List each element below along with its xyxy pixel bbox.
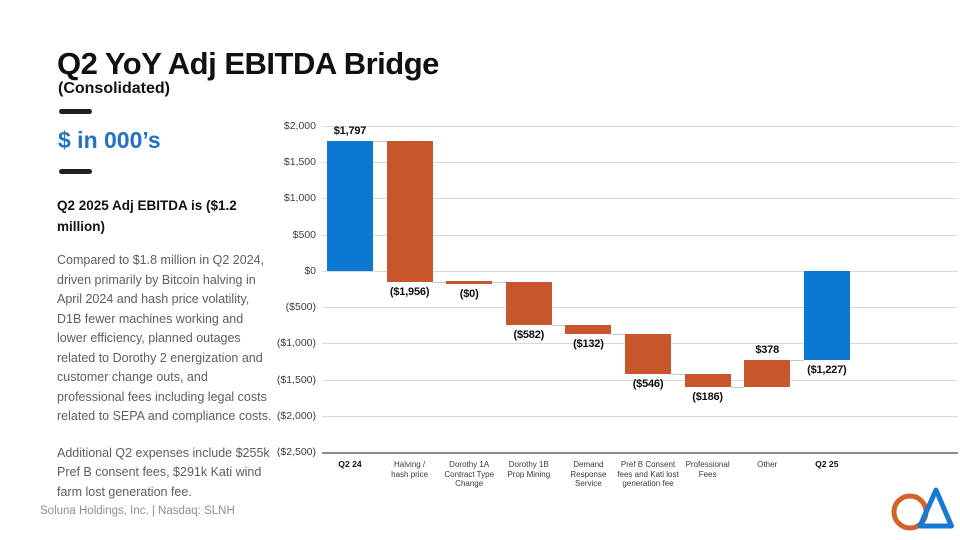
y-axis-tick-label: $500 <box>292 228 316 241</box>
y-axis-tick-label: $1,500 <box>283 156 316 169</box>
waterfall-connector <box>730 387 745 389</box>
x-axis-label: Pref B Consent fees and Kati lost genera… <box>617 460 679 488</box>
y-axis-tick-label: $0 <box>304 264 316 277</box>
body-paragraph-1: Compared to $1.8 million in Q2 2024, dri… <box>57 253 272 423</box>
waterfall-connector <box>790 359 804 361</box>
bar-value-label: ($0) <box>459 287 479 300</box>
y-axis-tick-label: ($2,000) <box>276 409 316 422</box>
x-axis-label: Q2 24 <box>338 459 362 469</box>
body-paragraph-2: Additional Q2 expenses include $255k Pre… <box>57 445 270 499</box>
waterfall-bar-2 <box>446 281 493 284</box>
x-axis-label: Dorothy 1A Contract Type Change <box>444 460 495 488</box>
x-axis-label: Other <box>757 460 778 469</box>
waterfall-bar-5 <box>625 334 671 374</box>
gridline <box>322 270 958 272</box>
waterfall-bar-4 <box>565 324 612 335</box>
x-axis-label: Q2 25 <box>815 459 839 469</box>
gridline <box>322 198 958 200</box>
gridline <box>322 452 958 454</box>
gridline <box>322 234 958 236</box>
gridline <box>322 379 958 381</box>
footer-text: Soluna Holdings, Inc. | Nasdaq: SLNH <box>40 505 235 517</box>
waterfall-connector <box>551 324 566 326</box>
left-text-panel: Q2 YoY Adj EBITDA Bridge (Consolidated) … <box>57 48 439 502</box>
y-axis-tick-label: ($2,500) <box>276 446 316 458</box>
waterfall-bar-0 <box>327 140 373 271</box>
gridline <box>322 415 958 417</box>
y-axis-tick-label: ($500) <box>285 301 316 314</box>
waterfall-connector <box>492 282 506 284</box>
gridline <box>322 126 958 127</box>
bar-value-label: ($1,227) <box>807 363 847 376</box>
gridline <box>322 307 958 309</box>
waterfall-connector <box>611 334 625 336</box>
callout-heading: Q2 2025 Adj EBITDA is ($1.2 million) <box>57 198 237 234</box>
x-axis-label: Demand Response Service <box>570 460 607 488</box>
bar-value-label: ($1,956) <box>389 286 430 299</box>
units-divider <box>59 169 92 174</box>
page-subtitle: (Consolidated) <box>58 80 170 97</box>
bar-value-label: ($546) <box>632 377 664 390</box>
x-axis-label: Dorothy 1B Prop Mining <box>507 460 551 479</box>
waterfall-connector <box>671 373 685 375</box>
bar-value-label: ($186) <box>692 391 723 404</box>
page-title: Q2 YoY Adj EBITDA Bridge <box>57 46 439 81</box>
y-axis-tick-label: $2,000 <box>283 120 316 132</box>
y-axis-tick-label: ($1,500) <box>276 373 316 386</box>
waterfall-connector <box>373 140 387 142</box>
bar-value-label: ($582) <box>513 328 545 341</box>
soluna-logo-icon <box>891 487 954 531</box>
x-axis-label: Halving / hash price <box>391 460 429 479</box>
waterfall-bar-3 <box>505 282 552 325</box>
gridline <box>322 162 958 164</box>
bar-value-label: $1,797 <box>333 124 367 137</box>
y-axis-tick-label: $1,000 <box>283 192 316 205</box>
y-axis-tick-label: ($1,000) <box>276 337 316 350</box>
waterfall-connector <box>432 282 447 284</box>
x-axis-label: Professional Fees <box>685 460 730 479</box>
waterfall-bar-1 <box>386 140 433 283</box>
title-divider <box>59 109 92 114</box>
waterfall-bar-6 <box>684 373 731 388</box>
bar-value-label: ($132) <box>573 338 604 351</box>
units-label: $ in 000’s <box>58 127 161 153</box>
bar-value-label: $378 <box>755 343 780 356</box>
waterfall-bar-8 <box>803 270 850 360</box>
waterfall-bar-7 <box>744 359 791 388</box>
